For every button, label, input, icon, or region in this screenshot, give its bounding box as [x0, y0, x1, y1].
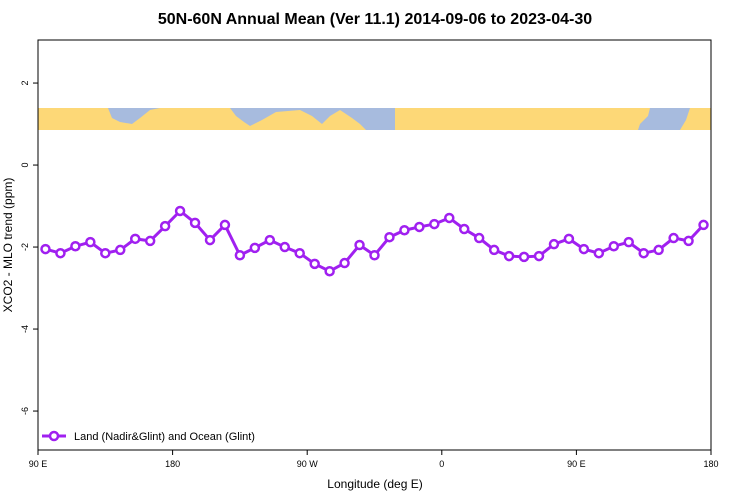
- point: [309, 258, 320, 270]
- point: [578, 243, 590, 255]
- y-tick-label: -2: [20, 243, 30, 251]
- point: [399, 224, 410, 236]
- point: [638, 247, 649, 259]
- point: [174, 205, 186, 217]
- point: [144, 235, 156, 247]
- point: [563, 233, 575, 245]
- map-band: [38, 108, 711, 130]
- x-tick-label: 90 W: [297, 459, 319, 469]
- point: [159, 220, 171, 232]
- point: [55, 247, 66, 259]
- x-tick-label: 90 E: [567, 459, 586, 469]
- point: [473, 232, 485, 244]
- point: [369, 250, 380, 261]
- point: [533, 250, 545, 262]
- point: [189, 217, 201, 229]
- point: [204, 234, 216, 246]
- x-tick-label: 180: [703, 459, 718, 469]
- point: [698, 219, 709, 231]
- point: [429, 218, 440, 230]
- point: [668, 232, 679, 244]
- point: [444, 212, 455, 224]
- x-tick-label: 90 E: [29, 459, 48, 469]
- point: [653, 244, 664, 256]
- point: [129, 233, 141, 245]
- point: [414, 221, 425, 233]
- chart-title: 50N-60N Annual Mean (Ver 11.1) 2014-09-0…: [158, 11, 592, 28]
- x-tick-label: 0: [439, 459, 444, 469]
- point: [339, 257, 350, 269]
- point: [219, 219, 231, 231]
- point: [70, 240, 81, 252]
- legend-marker: [48, 430, 60, 442]
- point: [324, 265, 335, 277]
- point: [488, 244, 500, 256]
- point: [264, 234, 276, 246]
- x-tick-label: 180: [165, 459, 180, 469]
- x-axis-label: Longitude (deg E): [327, 477, 422, 491]
- y-axis-label: XCO2 - MLO trend (ppm): [1, 178, 15, 313]
- point: [85, 236, 96, 248]
- point: [503, 250, 515, 262]
- point: [608, 240, 620, 252]
- y-tick-label: 0: [20, 163, 30, 168]
- point: [683, 235, 694, 247]
- legend-label: Land (Nadir&Glint) and Ocean (Glint): [74, 431, 255, 443]
- point: [458, 223, 470, 235]
- point: [623, 236, 634, 248]
- point: [354, 239, 365, 251]
- point: [249, 242, 261, 254]
- point: [115, 244, 126, 256]
- point: [548, 238, 560, 250]
- y-tick-label: -6: [20, 407, 30, 415]
- point: [100, 247, 111, 259]
- plot-frame: [37, 39, 712, 451]
- point: [384, 231, 395, 243]
- y-tick-label: 2: [20, 81, 30, 86]
- point: [294, 247, 305, 259]
- y-tick-label: -4: [20, 325, 30, 333]
- line: [45, 208, 705, 273]
- point: [40, 243, 51, 255]
- point: [234, 250, 246, 261]
- point: [279, 241, 291, 253]
- point: [593, 247, 605, 259]
- point: [518, 251, 530, 263]
